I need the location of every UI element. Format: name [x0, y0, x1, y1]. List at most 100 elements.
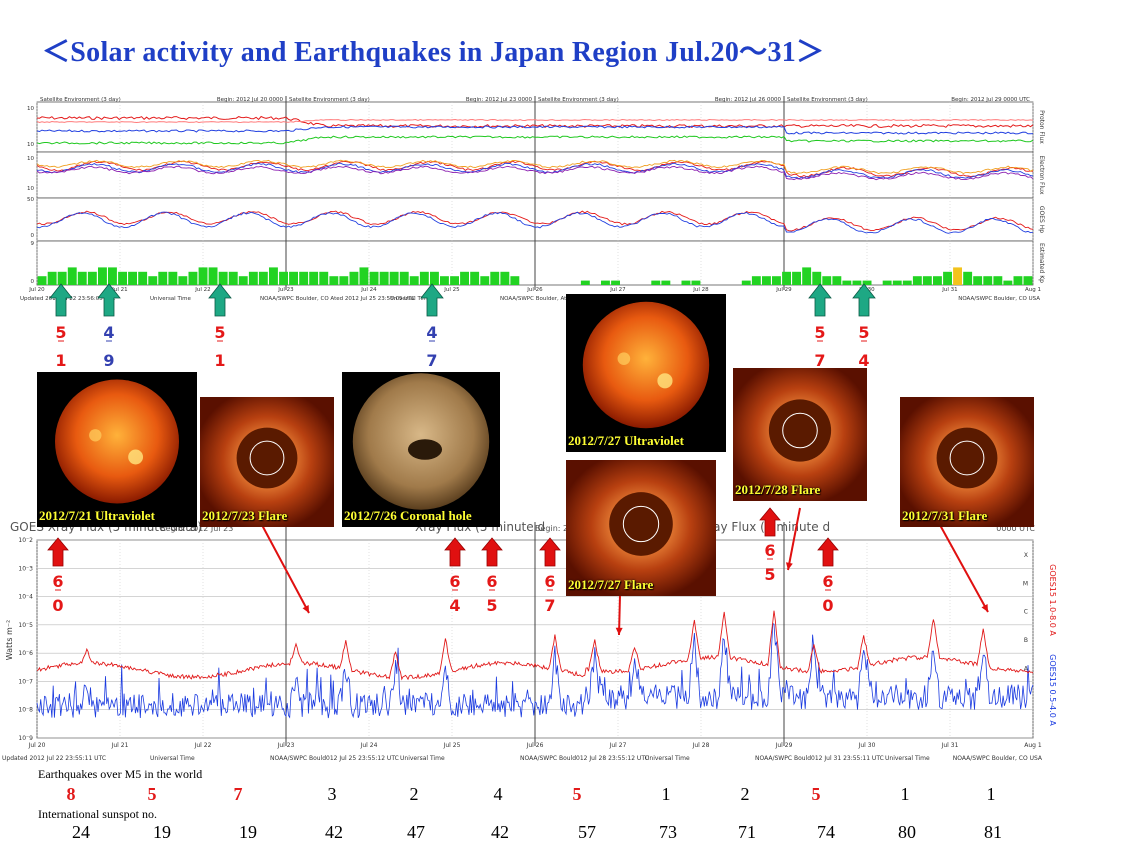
kp-bars	[37, 267, 1033, 285]
xray-ylabel: Watts m⁻²	[5, 620, 14, 661]
xray-footer-text: NOAA/SWPC Bould012 Jul 25 23:55:12 UTC	[270, 755, 399, 762]
top-header-left: Satellite Environment (3 day)	[40, 97, 121, 103]
flux-line	[36, 135, 1034, 145]
xray-axis-date: Jul 31	[941, 742, 959, 749]
kp-bar	[611, 280, 620, 285]
sun-disk	[582, 301, 710, 429]
kp-bar	[168, 271, 178, 285]
side-label: Estimated Kp	[1038, 243, 1045, 283]
xray-ytick: 10⁻8	[18, 707, 33, 714]
sunspot-count: 73	[659, 822, 677, 842]
flare-class-letter: B	[1024, 637, 1028, 644]
flux-line	[36, 165, 1034, 181]
xray-axis-date: Jul 24	[360, 742, 378, 749]
top-footer-text: Universal Time	[150, 296, 192, 302]
xray-axis-date: Aug 1	[1024, 742, 1042, 749]
sunspot-counts-row: 24 19 19 42 47 42 57 73 71 74 80 81	[0, 822, 1133, 844]
top-footer-text: NOAA/SWPC Boulder, CO Ated 2012 Jul 25 2…	[260, 296, 415, 302]
xray-axis-date: Jul 20	[28, 742, 46, 749]
kp-bar	[419, 271, 429, 285]
kp-bar	[882, 280, 892, 285]
solar-image-caption: 2012/7/23 Flare	[202, 508, 288, 523]
kp-bar	[98, 267, 107, 285]
xray-flux-chart: 10⁻2 10⁻3 10⁻4 10⁻5 10⁻6 10⁻7 10⁻8 10⁻9 X M C B A GO…	[2, 520, 1057, 762]
solar-image-caption: 2012/7/27 Ultraviolet	[568, 433, 684, 448]
sunspot-count: 24	[72, 822, 90, 842]
kp-bar	[912, 276, 922, 285]
kp-bar	[993, 276, 1003, 285]
top-footer-text: NOAA/SWPC Boulder, CO USA	[958, 296, 1040, 302]
coronal-hole	[407, 439, 443, 460]
xray-footer-text: NOAA/SWPC Bould012 Jul 28 23:55:12 UTC	[520, 755, 649, 762]
top-ytick: 0	[31, 279, 35, 285]
top-axis-date: Jul 27	[609, 287, 626, 293]
kp-bar	[228, 271, 238, 285]
kp-bar	[943, 271, 952, 285]
kp-bar	[601, 280, 610, 285]
kp-bar	[842, 280, 852, 285]
kp-bar	[178, 276, 188, 285]
kp-bar	[832, 276, 842, 285]
top-axis-date: Jul 25	[443, 287, 460, 293]
kp-bar	[681, 280, 691, 285]
kp-bar	[289, 271, 298, 285]
flux-line	[36, 115, 1034, 129]
solar-image: 2012/7/28 Flare	[733, 368, 867, 501]
flux-line	[36, 160, 1034, 178]
solar-image: 2012/7/21 Ultraviolet	[37, 372, 197, 527]
earthquake-count: 5	[147, 784, 157, 804]
kp-bar	[299, 271, 309, 285]
kp-bar	[67, 267, 77, 285]
top-footer-text: Universal Time	[390, 296, 432, 302]
kp-bar	[812, 271, 822, 285]
kp-bar	[198, 267, 208, 285]
solar-image: 2012/7/31 Flare	[900, 397, 1034, 527]
xray-header: Xray Flux (5 minute d	[700, 520, 830, 534]
xray-axis-date: Jul 29	[775, 742, 793, 749]
top-axis-date: Aug 1	[1025, 287, 1041, 293]
kp-bar	[983, 276, 993, 285]
kp-bar	[258, 271, 268, 285]
earthquake-counts-row: 8 5 7 3 2 4 5 1 2 5 1 1	[0, 784, 1133, 806]
xray-axis-date: Jul 22	[194, 742, 212, 749]
kp-bar	[339, 276, 349, 285]
kp-bar	[57, 271, 67, 285]
kp-bar	[902, 280, 912, 285]
top-header-right: Begin: 2012 Jul 23 0000	[466, 97, 533, 103]
kp-bar	[651, 280, 661, 285]
top-ytick: 50	[27, 197, 34, 203]
xray-axis-date: Jul 28	[692, 742, 710, 749]
top-header-right: Begin: 2012 Jul 29 0000 UTC	[951, 97, 1030, 103]
kp-bar	[47, 271, 57, 285]
flare-class-letter: C	[1024, 609, 1028, 616]
flux-line	[36, 125, 1034, 135]
kp-bar	[751, 276, 761, 285]
earthquake-count: 4	[493, 784, 503, 804]
kp-bar	[852, 280, 862, 285]
kp-bar	[269, 267, 278, 285]
kp-bar	[792, 271, 801, 285]
solar-image: 2012/7/23 Flare	[200, 397, 334, 527]
sunspot-count: 81	[984, 822, 1002, 842]
kp-bar	[409, 276, 419, 285]
kp-bar	[500, 271, 510, 285]
top-header-right: Begin: 2012 Jul 26 0000	[715, 97, 782, 103]
kp-bar	[238, 276, 248, 285]
kp-bar	[460, 271, 469, 285]
xray-footer-text: Universal Time	[150, 755, 195, 762]
earthquake-count: 1	[661, 784, 671, 804]
kp-bar	[440, 276, 449, 285]
kp-bar	[430, 271, 439, 285]
kp-bar	[389, 271, 399, 285]
solar-image-caption: 2012/7/31 Flare	[902, 508, 988, 523]
sunspot-count: 74	[817, 822, 835, 842]
kp-bar	[148, 276, 158, 285]
kp-bar	[399, 271, 409, 285]
xray-ytick: 10⁻5	[18, 622, 33, 629]
kp-bar	[218, 271, 228, 285]
solar-image-caption: 2012/7/28 Flare	[735, 482, 821, 497]
earthquake-count: 8	[66, 784, 76, 804]
sunspot-count: 42	[325, 822, 343, 842]
kp-bar	[490, 271, 500, 285]
xray-footer-text: Universal Time	[645, 755, 690, 762]
